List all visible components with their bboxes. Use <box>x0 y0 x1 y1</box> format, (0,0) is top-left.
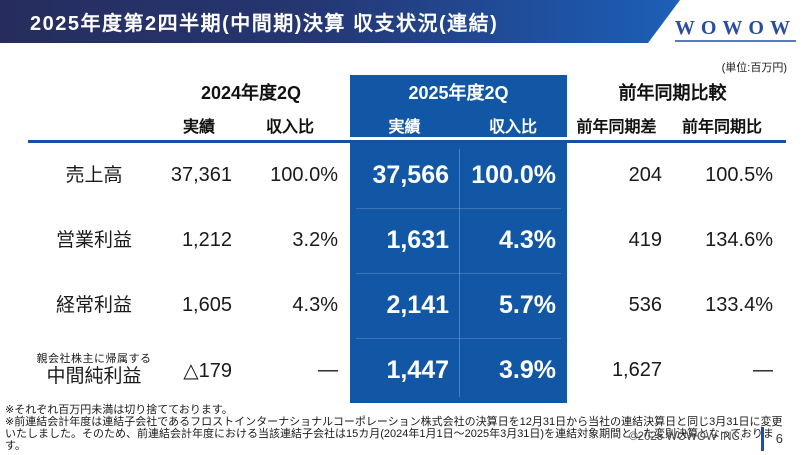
gap-cell <box>342 208 350 273</box>
cell-yoy-ratio: 134.6% <box>705 229 773 251</box>
row-divider <box>356 208 561 209</box>
footnote-2: ※前連結会計年度は連結子会社であるフロストインターナショナルコーポレーション株式… <box>5 416 783 452</box>
corner-cell <box>28 75 160 109</box>
page-title: 2025年度第2四半期(中間期)決算 収支状況(連結) <box>30 13 499 35</box>
gap-cell <box>342 273 350 338</box>
subheader-yoy-diff: 前年同期差 <box>576 118 657 136</box>
cell-2025-actual: 37,566 <box>372 161 449 189</box>
row-label-main: 中間純利益 <box>46 365 142 387</box>
highlight-column-header-background <box>350 75 567 137</box>
row-label-text: 親会社株主に帰属する 中間純利益 <box>37 353 152 387</box>
copyright-text: ©2025 WOWOW INC. <box>629 431 743 443</box>
cell-2024-ratio: 3.2% <box>292 229 338 251</box>
subheader-yoy-ratio: 前年同期比 <box>681 118 762 136</box>
cell-2024-actual: △179 <box>183 360 232 382</box>
row-label-text: 売上高 <box>65 164 123 186</box>
unit-note: (単位:百万円) <box>721 62 787 74</box>
cell-2025-actual: 1,631 <box>386 226 449 254</box>
cell-2025-actual: 1,447 <box>386 356 449 384</box>
cell-yoy-diff: 536 <box>628 294 662 316</box>
cell-yoy-ratio: 100.5% <box>705 164 773 186</box>
column-group-2024: 2024年度2Q <box>200 83 302 103</box>
footnotes: ※それぞれ百万円未満は切り捨てております。 ※前連結会計年度は連結子会社であるフ… <box>5 404 785 452</box>
column-group-2025: 2025年度2Q <box>408 83 509 103</box>
row-divider <box>356 338 561 339</box>
cell-2025-actual: 2,141 <box>386 291 449 319</box>
cell-2024-actual: 37,361 <box>170 164 232 186</box>
row-label-operating-profit: 営業利益 <box>28 208 160 273</box>
row-label-note: 親会社株主に帰属する <box>36 353 152 366</box>
row-label-interim-net-profit: 親会社株主に帰属する 中間純利益 <box>28 338 160 403</box>
cell-2025-ratio: 4.3% <box>499 226 556 254</box>
cell-yoy-ratio: — <box>753 359 773 381</box>
gap-cell <box>342 143 350 208</box>
table-grid: 2024年度2Q 2025年度2Q 前年同期比較 実績 収入比 実績 収入比 前… <box>28 75 786 403</box>
cell-2024-ratio: 100.0% <box>270 164 338 186</box>
cell-yoy-ratio: 133.4% <box>705 294 773 316</box>
wowow-logo: WOWOW <box>674 17 796 42</box>
page-number: 6 <box>775 431 783 446</box>
column-divider <box>459 149 460 397</box>
row-label-sales: 売上高 <box>28 143 160 208</box>
cell-2024-ratio: — <box>318 359 338 381</box>
gap-cell <box>342 338 350 403</box>
subheader-2024-ratio: 収入比 <box>265 118 314 136</box>
highlight-column-body-background <box>350 143 567 403</box>
cell-2024-actual: 1,212 <box>181 229 232 251</box>
results-table: 2024年度2Q 2025年度2Q 前年同期比較 実績 収入比 実績 収入比 前… <box>28 75 786 403</box>
subheader-2024-actual: 実績 <box>182 118 215 136</box>
subheader-2025-actual: 実績 <box>388 118 421 136</box>
gap-cell <box>342 75 350 109</box>
row-label-text: 営業利益 <box>55 229 132 251</box>
cell-yoy-diff: 1,627 <box>611 359 662 381</box>
subheader-2025-ratio: 収入比 <box>488 118 537 136</box>
cell-2024-ratio: 4.3% <box>292 294 338 316</box>
row-divider <box>356 273 561 274</box>
title-bar: 2025年度第2四半期(中間期)決算 収支状況(連結) <box>0 0 680 43</box>
row-label-ordinary-profit: 経常利益 <box>28 273 160 338</box>
cell-yoy-diff: 204 <box>628 164 662 186</box>
empty-cell <box>28 109 160 140</box>
gap-cell <box>342 109 350 140</box>
page-number-divider <box>761 427 764 451</box>
header-rule <box>28 140 786 143</box>
cell-yoy-diff: 419 <box>628 229 662 251</box>
cell-2025-ratio: 3.9% <box>499 356 556 384</box>
cell-2024-actual: 1,605 <box>181 294 232 316</box>
row-label-text: 経常利益 <box>55 294 132 316</box>
cell-2025-ratio: 5.7% <box>499 291 556 319</box>
column-group-yoy: 前年同期比較 <box>618 83 727 103</box>
cell-2025-ratio: 100.0% <box>471 161 556 189</box>
footnote-1: ※それぞれ百万円未満は切り捨てております。 <box>5 404 233 416</box>
